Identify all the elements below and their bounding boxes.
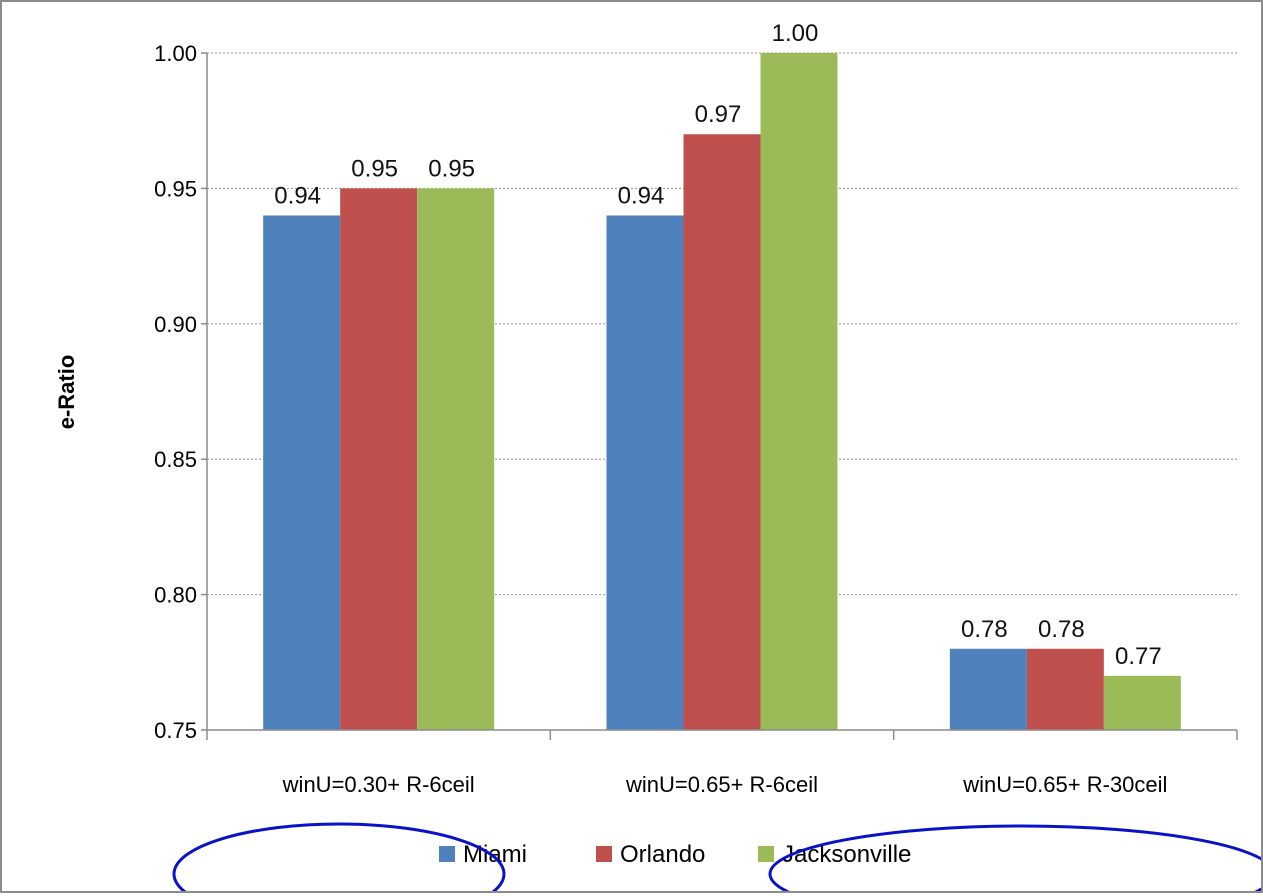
x-tick-label: winU=0.30+ R-6ceil	[282, 772, 475, 797]
data-labels: 0.94 0.95 0.95 0.94 0.97 1.00 0.78 0.78 0.77	[274, 20, 1161, 670]
y-axis-label: e-Ratio	[54, 355, 79, 430]
y-tick-label: 0.95	[154, 176, 197, 201]
bar-orlando	[683, 134, 761, 731]
data-label: 0.97	[695, 101, 742, 128]
y-tick-label: 0.80	[154, 583, 197, 608]
bar-orlando	[340, 188, 418, 730]
legend: Miami Orlando Jacksonville	[439, 841, 911, 868]
bar-jacksonville	[760, 53, 838, 730]
annotation-ellipse	[172, 822, 506, 896]
legend-label-jacksonville: Jacksonville	[782, 841, 911, 868]
data-label: 1.00	[772, 20, 819, 47]
bars	[263, 53, 1181, 731]
data-label: 0.94	[618, 182, 665, 209]
legend-swatch-miami	[439, 846, 455, 862]
x-tick-label: winU=0.65+ R-6ceil	[625, 772, 818, 797]
legend-label-orlando: Orlando	[620, 841, 705, 868]
data-label: 0.77	[1115, 643, 1162, 670]
y-tick-labels: 0.75 0.80 0.85 0.90 0.95 1.00	[154, 41, 197, 743]
y-tick-label: 0.75	[154, 718, 197, 743]
legend-swatch-orlando	[596, 846, 612, 862]
bar-jacksonville	[417, 188, 495, 730]
bar-jacksonville	[1103, 675, 1181, 730]
x-tick-labels: winU=0.30+ R-6ceil winU=0.65+ R-6ceil winU…	[282, 772, 1168, 797]
y-tick-label: 1.00	[154, 41, 197, 66]
data-label: 0.95	[428, 155, 475, 182]
data-label: 0.95	[351, 155, 398, 182]
legend-swatch-jacksonville	[758, 846, 774, 862]
bar-miami	[263, 215, 341, 731]
annotation-ellipse	[768, 824, 1263, 896]
bar-orlando	[1026, 648, 1104, 730]
axes	[201, 52, 1238, 740]
data-label: 0.94	[274, 182, 321, 209]
data-label: 0.78	[961, 616, 1008, 643]
bar-miami	[606, 215, 684, 731]
x-tick-label: winU=0.65+ R-30ceil	[962, 772, 1167, 797]
y-tick-label: 0.85	[154, 447, 197, 472]
annotations	[172, 822, 1263, 896]
bar-miami	[949, 648, 1027, 730]
y-tick-label: 0.90	[154, 312, 197, 337]
data-label: 0.78	[1038, 616, 1085, 643]
